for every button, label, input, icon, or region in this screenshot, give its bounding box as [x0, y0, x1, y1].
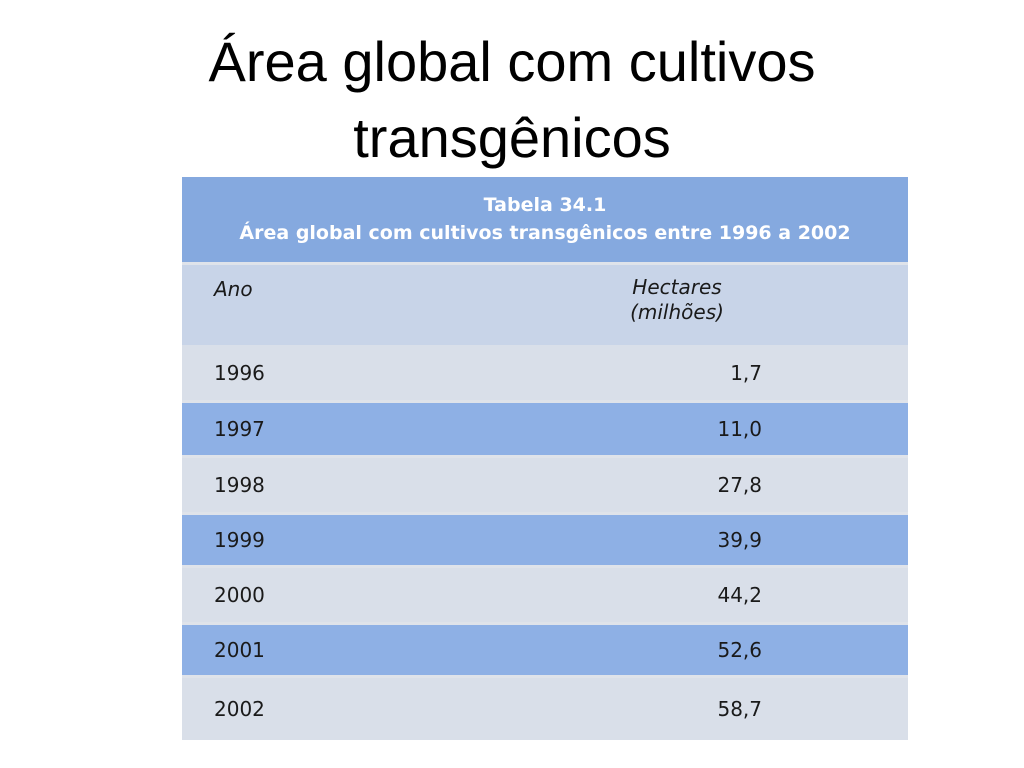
table-cell: 1,7 [730, 360, 762, 385]
header-row: Ano Hectares (milhões) [182, 265, 908, 345]
table-row: 2002 58,7 [182, 678, 908, 740]
table-row: 1999 39,9 [182, 515, 908, 565]
slide-title: Área global com cultivos transgênicos [208, 30, 816, 169]
table-cell: 1999 [214, 528, 265, 552]
table-row: 1996 1,7 [182, 345, 908, 400]
table-cell: 1998 [214, 473, 265, 497]
table-row: 1997 11,0 [182, 403, 908, 455]
table-caption: Tabela 34.1 Área global com cultivos tra… [182, 177, 908, 262]
table-cell: 27,8 [717, 473, 762, 497]
header-cell: Ano [214, 277, 253, 301]
caption-line: Área global com cultivos transgênicos en… [239, 222, 851, 244]
table-cell: 52,6 [717, 638, 762, 662]
table-cell: 39,9 [717, 528, 762, 552]
table-cell: 1997 [214, 417, 265, 441]
table: Tabela 34.1 Área global com cultivos tra… [182, 177, 908, 740]
table-cell: 11,0 [717, 417, 762, 441]
header-cell: Hectares (milhões) [630, 275, 724, 324]
table-row: 2000 44,2 [182, 568, 908, 622]
table-cell: 2000 [214, 583, 265, 607]
table-cell: 2001 [214, 638, 265, 662]
caption-line: Tabela 34.1 [483, 194, 607, 216]
table-row: 1998 27,8 [182, 458, 908, 512]
table-cell: 58,7 [717, 697, 762, 721]
table-cell: 2002 [214, 697, 265, 721]
table-row: 2001 52,6 [182, 625, 908, 675]
table-cell: 1996 [214, 360, 265, 385]
table-cell: 44,2 [717, 583, 762, 607]
